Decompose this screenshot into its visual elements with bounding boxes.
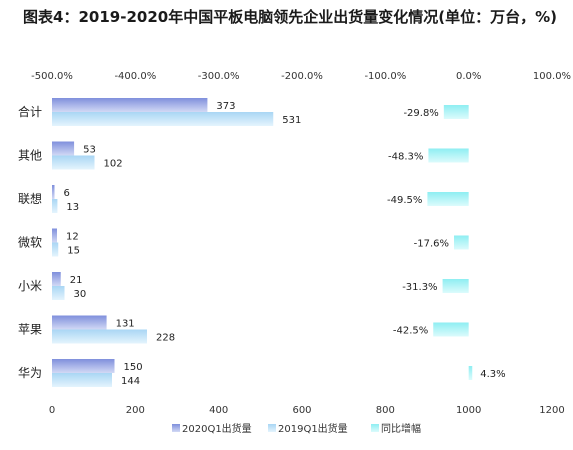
bar-2019q1-value-label: 228 — [156, 333, 175, 344]
bar-2019q1-value-label: 15 — [67, 246, 80, 257]
bar-2020q1 — [52, 315, 107, 330]
bar-2019q1-value-label: 30 — [74, 289, 87, 300]
legend-swatch — [172, 424, 180, 432]
bar-growth — [442, 279, 469, 293]
bar-2020q1-value-label: 53 — [83, 145, 96, 156]
bar-2020q1-value-label: 6 — [64, 188, 70, 199]
bar-growth — [433, 322, 469, 337]
bottom-axis-tick-label: 200 — [126, 405, 145, 416]
bar-2019q1 — [52, 112, 274, 126]
bar-2020q1 — [52, 228, 57, 243]
category-label: 其他 — [18, 149, 42, 163]
bar-growth — [427, 192, 469, 206]
bottom-axis-tick-label: 1200 — [539, 405, 564, 416]
bar-2019q1 — [52, 199, 58, 213]
bar-growth-value-label: -48.3% — [388, 152, 423, 163]
bar-growth-value-label: -29.8% — [403, 108, 438, 119]
bar-2020q1-value-label: 150 — [124, 362, 143, 373]
category-label: 合计 — [18, 104, 42, 119]
bar-growth — [443, 105, 469, 119]
top-axis-tick-label: -400.0% — [114, 71, 156, 82]
bottom-axis-tick-label: 600 — [292, 405, 311, 416]
bar-2019q1 — [52, 242, 59, 257]
top-axis-tick-label: -100.0% — [364, 71, 406, 82]
bar-2020q1 — [52, 98, 208, 112]
chart-title: 图表4：2019-2020年中国平板电脑领先企业出货量变化情况(单位：万台，%) — [23, 8, 557, 26]
bar-2020q1-value-label: 12 — [66, 232, 79, 243]
top-axis-tick-label: -200.0% — [281, 71, 323, 82]
top-axis-tick-label: -500.0% — [31, 71, 73, 82]
bar-2019q1-value-label: 144 — [121, 376, 140, 387]
bar-2020q1 — [52, 141, 75, 156]
category-label: 华为 — [18, 366, 42, 380]
top-axis-tick-label: -300.0% — [198, 71, 240, 82]
bar-growth — [454, 235, 469, 250]
bar-growth — [468, 366, 473, 380]
bar-2019q1 — [52, 155, 95, 170]
bar-growth-value-label: -42.5% — [393, 326, 428, 337]
legend-label: 2019Q1出货量 — [278, 422, 348, 435]
legend-swatch — [371, 424, 379, 432]
legend-label: 同比增幅 — [381, 422, 421, 435]
bottom-axis-tick-label: 800 — [376, 405, 395, 416]
bar-growth-value-label: -17.6% — [414, 239, 449, 250]
bar-2020q1-value-label: 131 — [116, 319, 135, 330]
bar-growth-value-label: 4.3% — [480, 369, 505, 380]
bar-2019q1-value-label: 531 — [282, 115, 301, 126]
top-axis-tick-label: 0.0% — [456, 71, 481, 82]
bar-2020q1 — [52, 185, 55, 199]
bar-growth — [428, 148, 469, 163]
bar-2020q1-value-label: 373 — [216, 101, 235, 112]
bar-2020q1 — [52, 272, 61, 286]
category-label: 苹果 — [18, 323, 42, 337]
bar-2019q1 — [52, 373, 112, 387]
top-axis-tick-label: 100.0% — [533, 71, 571, 82]
bar-2020q1 — [52, 359, 115, 373]
bar-2019q1 — [52, 329, 147, 344]
category-label: 小米 — [18, 279, 42, 293]
category-label: 微软 — [18, 236, 42, 250]
bottom-axis-tick-label: 1000 — [456, 405, 481, 416]
bar-2020q1-value-label: 21 — [70, 275, 83, 286]
legend-label: 2020Q1出货量 — [182, 422, 252, 435]
bar-2019q1-value-label: 102 — [104, 159, 123, 170]
bottom-axis-tick-label: 400 — [209, 405, 228, 416]
bottom-axis-tick-label: 0 — [49, 405, 55, 416]
bar-growth-value-label: -49.5% — [387, 195, 422, 206]
bar-2019q1-value-label: 13 — [66, 202, 79, 213]
category-label: 联想 — [18, 191, 42, 206]
bar-2019q1 — [52, 286, 65, 300]
legend-swatch — [268, 424, 276, 432]
bar-growth-value-label: -31.3% — [402, 282, 437, 293]
